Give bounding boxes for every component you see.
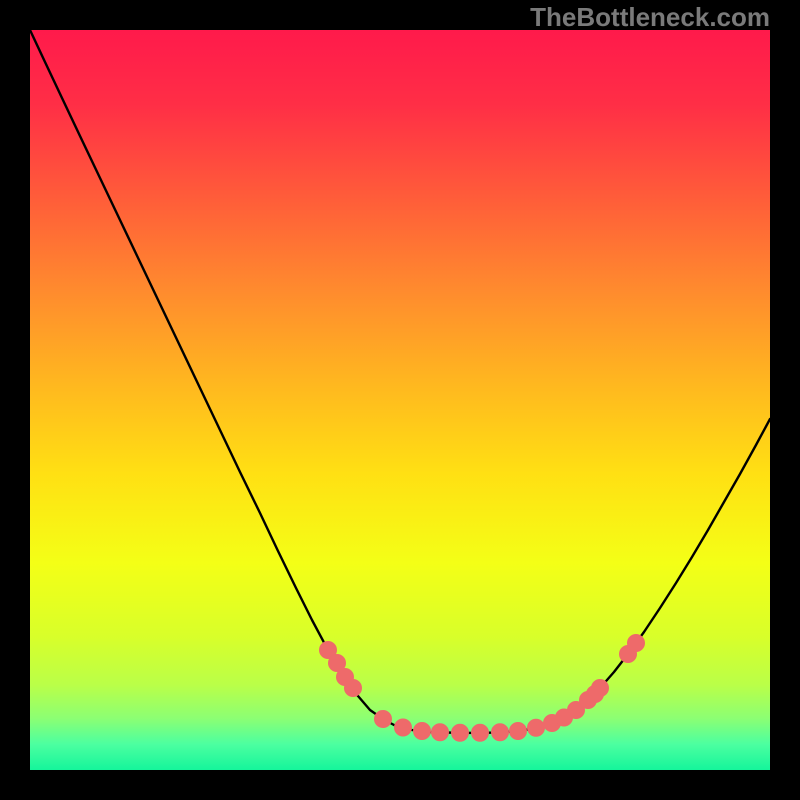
marker-dot xyxy=(472,724,489,741)
plot-background xyxy=(30,30,770,770)
marker-dot xyxy=(452,724,469,741)
watermark-text: TheBottleneck.com xyxy=(530,2,770,33)
marker-dot xyxy=(375,711,392,728)
marker-dot xyxy=(628,635,645,652)
marker-dot xyxy=(528,719,545,736)
marker-dot xyxy=(492,724,509,741)
marker-dot xyxy=(432,724,449,741)
marker-dot xyxy=(345,680,362,697)
marker-dot xyxy=(510,723,527,740)
chart-svg xyxy=(0,0,800,800)
marker-dot xyxy=(395,719,412,736)
marker-dot xyxy=(414,723,431,740)
marker-dot xyxy=(592,680,609,697)
